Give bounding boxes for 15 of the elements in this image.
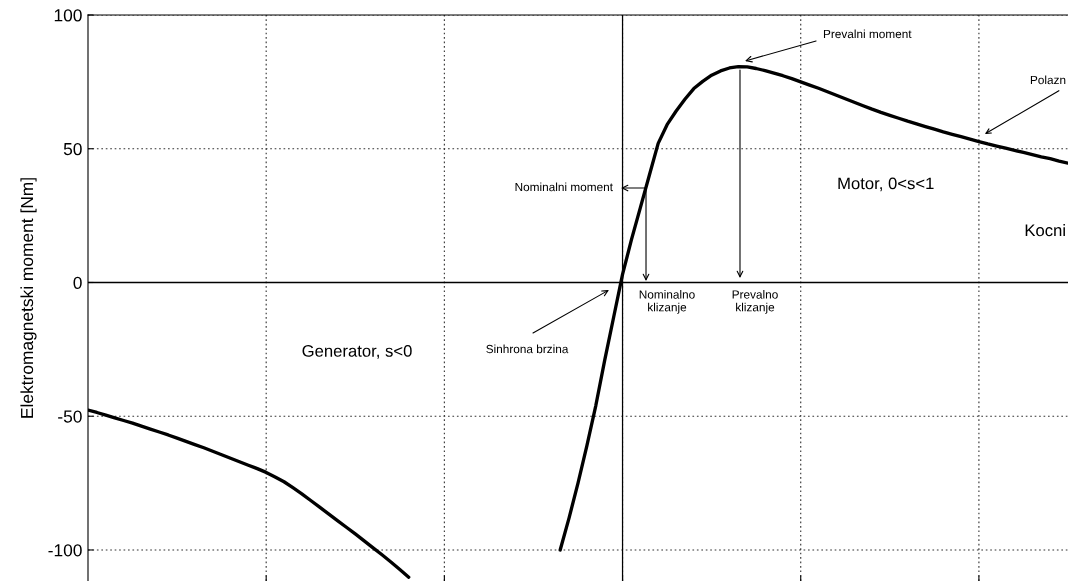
y-tick-label: -50 — [58, 410, 82, 423]
annotation: Nominalno klizanje — [639, 290, 695, 314]
annotation: Nominalni moment — [515, 182, 613, 192]
y-tick-label: 50 — [63, 142, 82, 156]
annotation: Kocni — [1025, 224, 1065, 237]
y-axis-title: Elektromagnetski moment [Nm] — [20, 178, 37, 418]
annotation: Polazn — [1030, 75, 1066, 85]
y-tick-label: 0 — [73, 276, 82, 289]
y-tick-label: -100 — [48, 544, 82, 557]
annotation: Generator, s<0 — [302, 345, 412, 359]
annotation: Prevalni moment — [823, 29, 912, 39]
annotation: Prevalno klizanje — [732, 290, 778, 314]
annotation: Motor, 0<s<1 — [838, 177, 934, 192]
y-tick-label: 100 — [54, 9, 82, 22]
annotation: Sinhrona brzina — [486, 344, 569, 354]
